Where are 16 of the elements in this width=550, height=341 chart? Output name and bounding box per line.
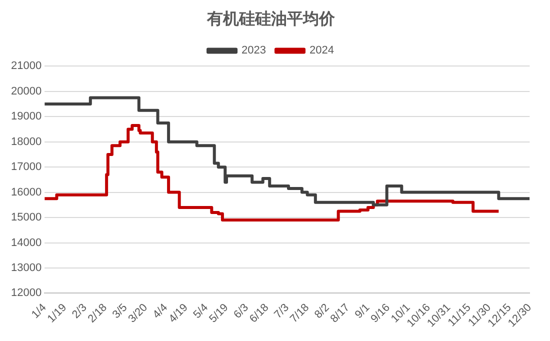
x-tick-label: 8/2 <box>312 302 332 321</box>
y-tick-label: 17000 <box>10 161 42 174</box>
legend-label: 2024 <box>310 44 334 57</box>
y-tick-label: 16000 <box>10 186 42 198</box>
y-tick-label: 19000 <box>10 110 42 123</box>
y-tick-label: 12000 <box>10 287 42 300</box>
y-tick-label: 20000 <box>10 85 42 98</box>
y-tick-label: 21000 <box>10 60 42 72</box>
y-tick-label: 14000 <box>10 236 42 249</box>
y-tick-label: 15000 <box>10 212 42 224</box>
chart-title: 有机硅硅油平均价 <box>206 8 336 28</box>
x-tick-label: 2/3 <box>70 302 90 321</box>
legend-label: 2023 <box>242 44 266 57</box>
x-tick-label: 5/19 <box>207 302 231 326</box>
y-tick-label: 18000 <box>10 136 42 148</box>
y-tick-label: 13000 <box>10 262 42 274</box>
